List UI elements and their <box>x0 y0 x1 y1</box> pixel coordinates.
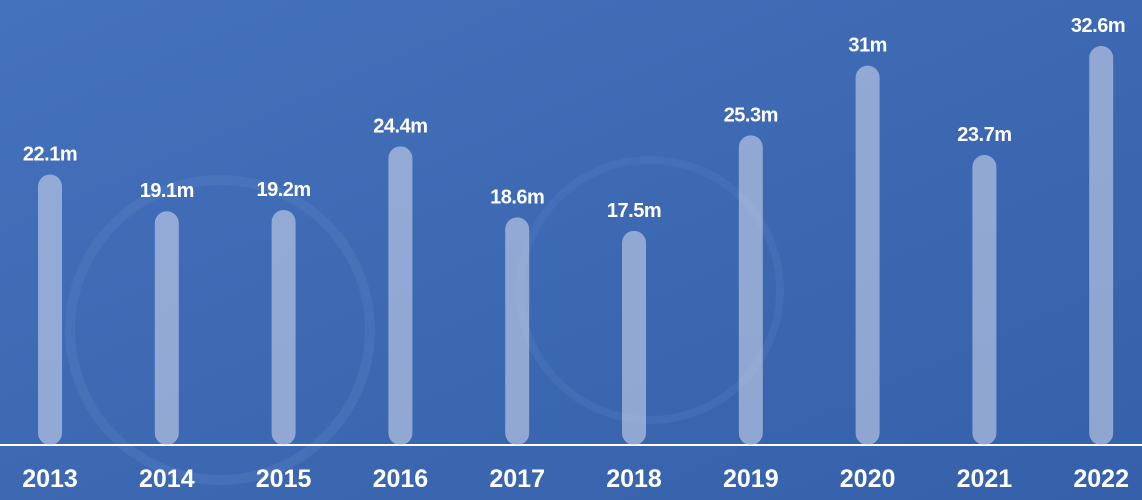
value-label: 31m <box>848 35 887 57</box>
x-tick-label: 2013 <box>22 465 78 493</box>
x-tick-label: 2015 <box>256 465 312 493</box>
x-tick-label: 2018 <box>606 465 662 493</box>
bar <box>738 135 763 445</box>
value-label: 23.7m <box>957 124 1011 146</box>
bar <box>855 65 880 445</box>
bar <box>622 230 646 445</box>
x-tick-label: 2022 <box>1073 465 1129 493</box>
value-label: 32.6m <box>1071 15 1125 37</box>
bar <box>972 154 997 445</box>
x-tick-label: 2020 <box>840 465 896 493</box>
value-label: 24.4m <box>373 115 427 137</box>
value-label: 17.5m <box>607 200 661 222</box>
bar <box>271 210 296 445</box>
decor-wheel <box>65 175 375 485</box>
x-tick-label: 2014 <box>139 465 195 493</box>
x-tick-label: 2016 <box>373 465 429 493</box>
x-tick-label: 2017 <box>489 465 545 493</box>
value-label: 18.6m <box>490 186 544 208</box>
value-label: 19.2m <box>256 179 310 201</box>
bar <box>38 174 62 445</box>
bar <box>1089 46 1114 445</box>
value-label: 22.1m <box>23 144 77 166</box>
value-label: 25.3m <box>724 104 778 126</box>
bar <box>505 217 530 445</box>
x-tick-label: 2019 <box>723 465 779 493</box>
bar <box>154 211 179 445</box>
bar <box>388 146 413 445</box>
value-label: 19.1m <box>140 180 194 202</box>
x-tick-label: 2021 <box>957 465 1013 493</box>
